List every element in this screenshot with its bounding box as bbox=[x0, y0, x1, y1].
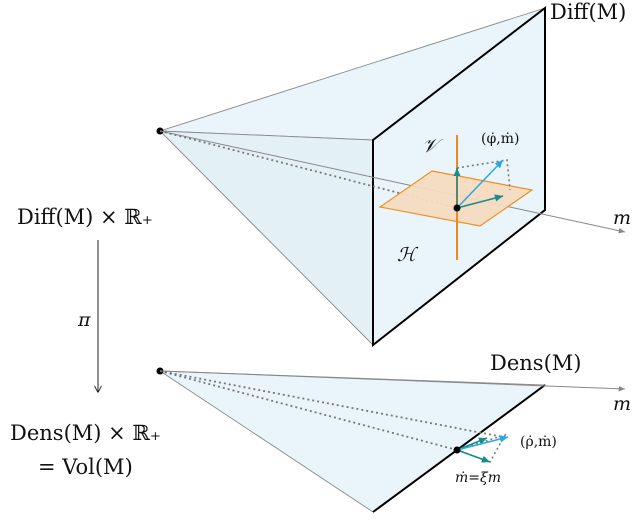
label-m-bottom: m bbox=[613, 393, 631, 415]
bottom-cyan-arrow bbox=[456, 435, 509, 451]
cyan-diagonal-arrow bbox=[456, 159, 504, 209]
label-dens-m-times-r: Dens(M) × ℝ₊ bbox=[10, 421, 161, 445]
label-eq-vol: = Vol(M) bbox=[38, 455, 133, 479]
m-ray-top bbox=[159, 130, 626, 234]
bottom-fiber-point bbox=[453, 446, 461, 454]
dotted-ray-bottom-1 bbox=[159, 370, 458, 451]
label-m-top: m bbox=[613, 207, 631, 229]
label-m-dot-eq: ṁ=ξm bbox=[455, 470, 501, 486]
label-pi: π bbox=[77, 309, 91, 331]
dotted-ray-bottom-2 bbox=[159, 370, 504, 438]
cone-lower-face bbox=[158, 130, 374, 347]
m-ray-bottom bbox=[159, 370, 626, 392]
bottom-teal-arrow-1 bbox=[456, 449, 491, 463]
label-h: ℋ bbox=[397, 244, 419, 266]
label-diff-m-times-r: Diff(M) × ℝ₊ bbox=[17, 205, 153, 229]
bottom-cone bbox=[156, 367, 547, 513]
bottom-cone-face bbox=[158, 370, 547, 513]
top-fiber-point bbox=[453, 204, 461, 212]
label-diff-m: Diff(M) bbox=[550, 0, 626, 24]
label-phi-m: (φ̇,ṁ) bbox=[481, 131, 519, 147]
phi-dotted-box bbox=[456, 159, 511, 191]
label-rho-m: (ρ̇,ṁ) bbox=[520, 434, 557, 450]
teal-horizontal-arrow bbox=[456, 194, 504, 209]
label-dens-m: Dens(M) bbox=[490, 351, 581, 375]
